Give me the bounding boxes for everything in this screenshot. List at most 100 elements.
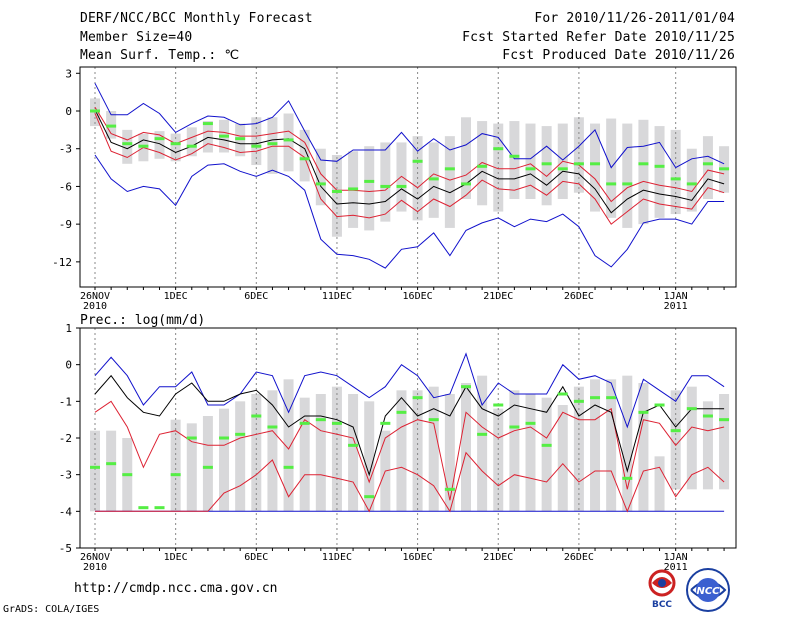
prec-median-marker bbox=[299, 421, 310, 425]
prec-spread-bar bbox=[299, 397, 310, 512]
temp-spread-bar bbox=[299, 129, 310, 182]
prec-median-marker bbox=[686, 407, 697, 411]
temp-median-marker bbox=[670, 177, 681, 181]
prec-median-marker bbox=[202, 465, 213, 469]
prec-median-marker bbox=[170, 473, 181, 477]
prec-spread-bar bbox=[557, 405, 568, 512]
temp-median-marker bbox=[702, 162, 713, 166]
temp-median-marker bbox=[235, 137, 246, 141]
prec-spread-bar bbox=[541, 397, 552, 512]
prec-median-marker bbox=[702, 414, 713, 418]
temp-spread-bar bbox=[154, 131, 165, 159]
temp-median-marker bbox=[106, 124, 117, 128]
prec-median-marker bbox=[331, 421, 342, 425]
temp-median-marker bbox=[186, 144, 197, 148]
refer-date: Fcst Started Refer Date 2010/11/25 bbox=[462, 30, 735, 45]
prec-x-tick-label: 2011 bbox=[664, 562, 688, 573]
temp-median-marker bbox=[460, 182, 471, 186]
ncc-logo: NCC bbox=[686, 568, 730, 612]
prec-median-marker bbox=[235, 432, 246, 436]
temp-median-marker bbox=[154, 137, 165, 141]
prec-x-tick-label: 26DEC bbox=[564, 552, 594, 563]
prec-median-marker bbox=[138, 506, 149, 510]
prec-median-marker bbox=[348, 443, 359, 447]
prec-median-marker bbox=[606, 396, 617, 400]
temp-median-marker bbox=[654, 164, 665, 168]
temp-median-marker bbox=[493, 147, 504, 151]
prec-spread-bar bbox=[315, 394, 326, 512]
prec-median-marker bbox=[493, 403, 504, 407]
prec-spread-bar bbox=[719, 394, 730, 490]
temp-median-marker bbox=[364, 179, 375, 183]
prec-median-marker bbox=[590, 396, 601, 400]
prec-median-marker bbox=[154, 506, 165, 510]
prec-spread-bar bbox=[283, 379, 294, 512]
temp-x-tick-label: 16DEC bbox=[403, 291, 433, 302]
temp-inner-upper-line bbox=[94, 106, 725, 203]
prec-x-tick-label: 21DEC bbox=[483, 552, 513, 563]
website-url[interactable]: http://cmdp.ncc.cma.gov.cn bbox=[74, 581, 278, 596]
temp-spread-bar bbox=[525, 123, 536, 199]
prec-spread-bar bbox=[90, 430, 100, 512]
temp-x-tick-label: 6DEC bbox=[244, 291, 268, 302]
bcc-logo-text: BCC bbox=[652, 600, 672, 609]
temp-median-marker bbox=[396, 184, 407, 188]
prec-y-tick-label: -3 bbox=[59, 469, 72, 482]
temp-y-tick-label: 0 bbox=[65, 105, 72, 118]
temp-median-marker bbox=[315, 182, 326, 186]
prec-median-marker bbox=[412, 396, 423, 400]
temp-y-tick-label: -6 bbox=[59, 180, 72, 193]
prec-x-tick-label: 2010 bbox=[83, 562, 107, 573]
temp-median-marker bbox=[251, 144, 262, 148]
temp-median-marker bbox=[557, 167, 568, 171]
temp-spread-bar bbox=[477, 121, 488, 206]
temp-median-marker bbox=[122, 142, 133, 146]
prec-median-marker bbox=[525, 421, 536, 425]
temp-plot-frame bbox=[79, 66, 737, 288]
prec-spread-bar bbox=[219, 408, 230, 512]
prec-median-marker bbox=[444, 487, 455, 491]
prec-spread-bar bbox=[235, 401, 246, 512]
grads-credit: GrADS: COLA/IGES bbox=[3, 604, 100, 615]
prec-mean-line bbox=[94, 374, 725, 477]
prec-median-marker bbox=[122, 473, 133, 477]
temp-median-marker bbox=[444, 167, 455, 171]
temp-spread-bar bbox=[283, 113, 294, 172]
temp-spread-bar bbox=[460, 117, 471, 199]
temp-median-marker bbox=[138, 144, 149, 148]
prec-median-marker bbox=[267, 425, 278, 429]
prec-median-marker bbox=[186, 436, 197, 440]
temp-x-tick-label: 11DEC bbox=[322, 291, 352, 302]
prec-spread-bar bbox=[170, 419, 181, 512]
prec-spread-bar bbox=[622, 375, 633, 512]
prec-median-marker bbox=[509, 425, 520, 429]
prec-x-tick-label: 16DEC bbox=[403, 552, 433, 563]
prec-median-marker bbox=[219, 436, 230, 440]
temp-y-tick-label: 3 bbox=[65, 67, 72, 80]
prec-median-marker bbox=[573, 399, 584, 403]
prec-spread-bar bbox=[638, 383, 649, 512]
temp-inner-lower-line bbox=[94, 113, 725, 225]
prec-inner-upper-line bbox=[94, 400, 725, 501]
temp-spread-bar bbox=[638, 119, 649, 225]
prec-median-marker bbox=[719, 418, 730, 422]
temp-median-marker bbox=[622, 182, 633, 186]
temp-spread-bar bbox=[380, 142, 391, 222]
temp-median-marker bbox=[477, 164, 488, 168]
prec-spread-bar bbox=[106, 430, 117, 512]
temp-spread-bar bbox=[509, 121, 520, 199]
prec-spread-bar bbox=[477, 375, 488, 512]
temp-median-marker bbox=[299, 157, 310, 161]
prec-spread-bar bbox=[509, 390, 520, 512]
temp-median-marker bbox=[509, 154, 520, 158]
prec-median-marker bbox=[396, 410, 407, 414]
variable-label: Mean Surf. Temp.: ℃ bbox=[80, 48, 240, 63]
temp-median-marker bbox=[283, 138, 294, 142]
temp-median-marker bbox=[90, 109, 100, 113]
temp-median-marker bbox=[541, 162, 552, 166]
temp-spread-bar bbox=[364, 146, 375, 231]
temp-median-marker bbox=[719, 167, 730, 171]
prec-x-tick-label: 1DEC bbox=[164, 552, 188, 563]
prec-median-marker bbox=[380, 421, 391, 425]
